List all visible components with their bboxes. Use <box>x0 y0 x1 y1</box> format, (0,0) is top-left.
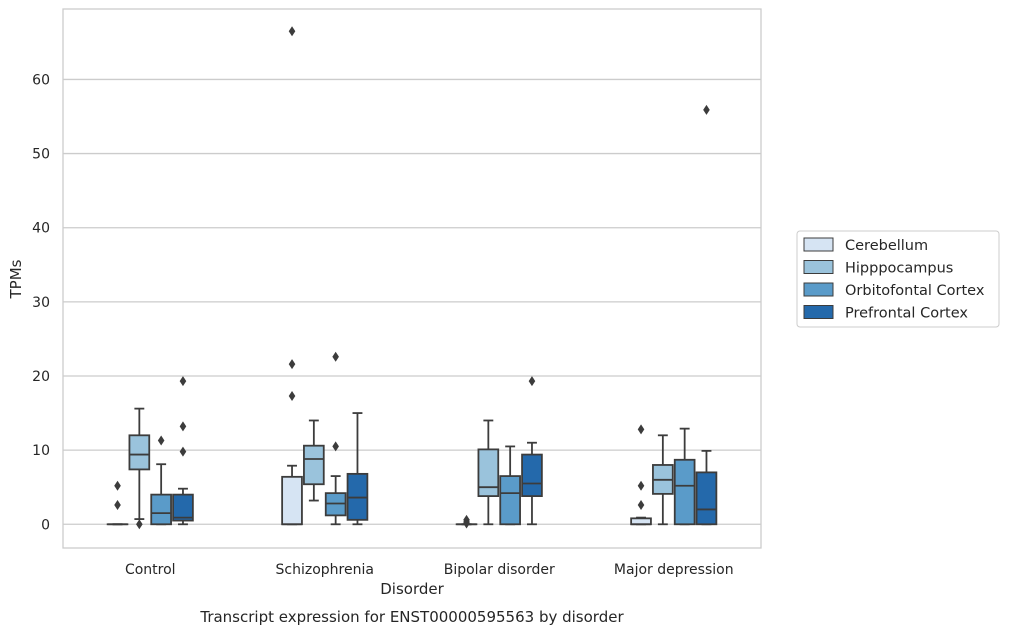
outlier-point <box>179 446 187 457</box>
box-iqr <box>281 475 303 526</box>
box-3-0 <box>172 376 194 526</box>
legend-items: Cerebellum Hipppocampus Orbitofontal Corte… <box>803 237 985 322</box>
outlier-point <box>332 441 339 452</box>
legend-label: Hipppocampus <box>845 261 953 277</box>
legend-swatch <box>803 305 834 319</box>
legend-label: Cerebellum <box>845 238 928 254</box>
outlier-point <box>114 499 121 510</box>
legend-label: Prefrontal Cortex <box>845 306 968 322</box>
box-1-3 <box>652 434 674 526</box>
grid-lines <box>63 78 761 525</box>
outlier-point <box>288 26 296 37</box>
legend-label: Orbitofontal Cortex <box>845 283 985 299</box>
legend-swatch <box>803 237 834 252</box>
box-2-0 <box>150 435 172 526</box>
box-iqr <box>695 471 718 526</box>
y-tick-label: 30 <box>32 295 50 311</box>
box-3-1 <box>346 412 369 526</box>
x-axis-ticks: Control Schizophrenia Bipolar disorder Majo… <box>125 562 734 578</box>
outlier-point <box>179 376 187 387</box>
outlier-point <box>157 435 165 446</box>
legend-swatch <box>803 282 834 297</box>
y-tick-label: 20 <box>32 369 50 385</box>
box-groups <box>106 26 718 530</box>
box-iqr <box>128 434 151 471</box>
outlier-point <box>463 518 470 529</box>
chart-caption: Transcript expression for ENST0000059556… <box>199 608 624 626</box>
box-0-0 <box>106 480 129 526</box>
outlier-point <box>637 499 645 510</box>
box-2-2 <box>499 445 521 526</box>
outlier-point <box>179 421 187 432</box>
x-axis-title: Disorder <box>380 580 444 598</box>
box-1-0 <box>128 407 151 530</box>
box-iqr <box>499 475 521 526</box>
y-axis-ticks: 0 10 20 30 40 50 60 <box>32 72 50 533</box>
box-iqr <box>172 493 194 522</box>
legend-swatch <box>803 260 834 274</box>
box-1-2 <box>477 419 500 526</box>
box-0-3 <box>630 424 652 526</box>
box-0-1 <box>281 26 303 526</box>
y-tick-label: 60 <box>32 72 50 88</box>
box-iqr <box>303 444 325 486</box>
box-2-1 <box>324 351 347 526</box>
outlier-point <box>332 351 339 362</box>
x-tick-label: Schizophrenia <box>276 562 374 578</box>
outlier-point <box>136 519 143 530</box>
y-tick-label: 50 <box>32 147 50 163</box>
box-iqr <box>477 448 500 498</box>
y-tick-label: 10 <box>32 443 50 459</box>
outlier-point <box>703 104 710 115</box>
outlier-point <box>288 359 296 370</box>
box-iqr <box>150 493 172 526</box>
box-iqr <box>521 453 543 498</box>
x-tick-label: Major depression <box>614 562 734 578</box>
box-3-2 <box>521 376 543 526</box>
outlier-point <box>637 480 645 491</box>
legend: Cerebellum Hipppocampus Orbitofontal Corte… <box>796 230 1000 328</box>
outlier-point <box>528 376 536 387</box>
y-tick-label: 0 <box>41 517 50 533</box>
x-tick-label: Control <box>125 562 176 578</box>
x-tick-label: Bipolar disorder <box>444 562 555 578</box>
y-axis-title: TPMs <box>7 259 25 299</box>
box-0-2 <box>455 514 478 529</box>
box-3-3 <box>695 104 718 526</box>
y-tick-label: 40 <box>32 221 50 237</box>
box-1-1 <box>303 419 325 502</box>
legend-frame <box>796 230 1000 328</box>
plot-area-frame <box>62 8 762 549</box>
outlier-point <box>637 424 645 435</box>
outlier-point <box>288 391 296 402</box>
outlier-point <box>114 480 121 491</box>
box-2-3 <box>673 427 696 526</box>
box-iqr <box>673 458 696 526</box>
